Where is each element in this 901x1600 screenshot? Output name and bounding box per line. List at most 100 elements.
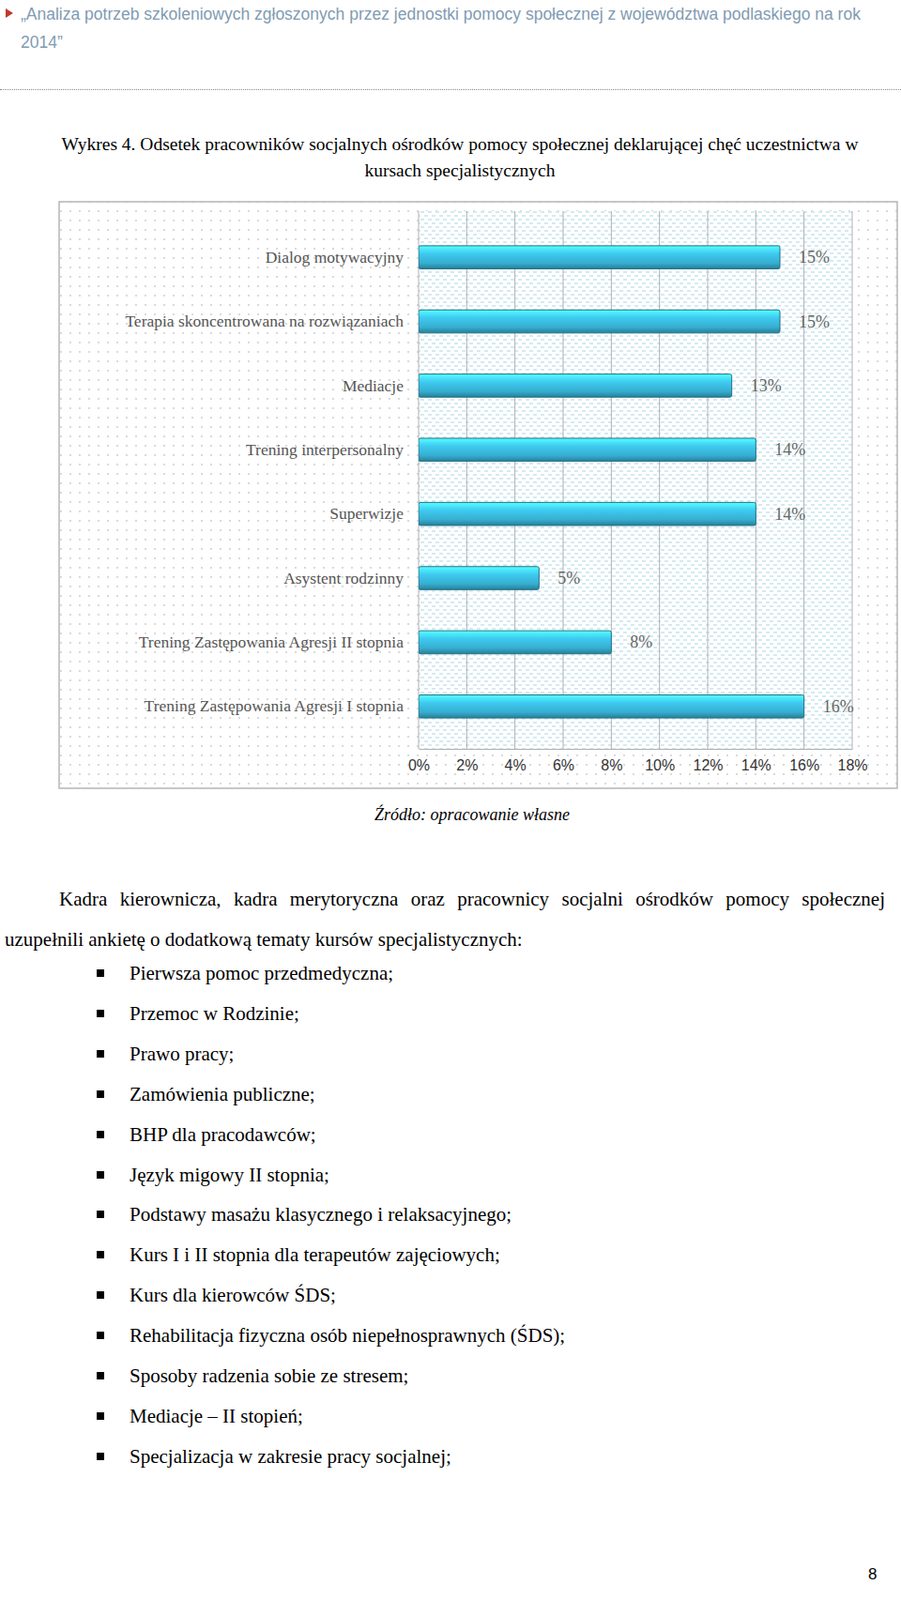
bar bbox=[418, 630, 611, 655]
bullet-marker bbox=[96, 1251, 105, 1259]
bullet-item: Pierwsza pomoc przedmedyczna; bbox=[129, 961, 394, 986]
bullet-marker bbox=[96, 969, 105, 978]
bullet-marker bbox=[96, 1090, 105, 1099]
grid-line bbox=[563, 211, 565, 749]
x-tick-label: 12% bbox=[692, 757, 723, 774]
y-tick: Asystent rodzinny bbox=[283, 568, 419, 588]
page-number: 8 bbox=[868, 1565, 877, 1585]
category-label: Superwizje bbox=[329, 503, 404, 523]
y-axis: Dialog motywacyjny Terapia skoncentrowana… bbox=[124, 226, 419, 740]
x-tick-label: 16% bbox=[789, 757, 820, 774]
bullet-item: Kurs dla kierowców ŚDS; bbox=[129, 1282, 336, 1308]
y-axis-line bbox=[418, 226, 420, 740]
x-tick: 10% bbox=[644, 748, 675, 774]
grid-line bbox=[466, 211, 468, 749]
bar bbox=[418, 309, 780, 334]
header-rule bbox=[0, 89, 901, 91]
bar bbox=[418, 502, 756, 526]
category-label: Trening Zastępowania Agresji I stopnia bbox=[144, 696, 405, 716]
grid-line bbox=[418, 211, 420, 749]
chart-frame bbox=[59, 201, 898, 789]
data-label: 14% bbox=[774, 440, 806, 459]
source: Źródło: opracowanie własne bbox=[0, 805, 901, 825]
bullet-marker bbox=[96, 1291, 105, 1299]
x-tick: 12% bbox=[692, 748, 723, 774]
grid-line bbox=[803, 211, 805, 749]
bars bbox=[418, 245, 805, 718]
data-label: 15% bbox=[798, 247, 830, 267]
bullet-item: Mediacje – II stopień; bbox=[129, 1404, 304, 1429]
y-tick: Terapia skoncentrowana na rozwiązaniach bbox=[124, 311, 419, 331]
bullet-item: Przemoc w Rodzinie; bbox=[129, 1001, 300, 1026]
bar bbox=[418, 695, 805, 719]
y-tick: Trening interpersonalny bbox=[245, 440, 419, 459]
header: „Analiza potrzeb szkoleniowych zgłoszony… bbox=[20, 0, 885, 57]
data-label: 5% bbox=[557, 568, 581, 588]
data-label: 16% bbox=[823, 697, 855, 717]
grid-line bbox=[514, 211, 516, 749]
y-tick: Superwizje bbox=[329, 503, 419, 523]
plot-area bbox=[418, 211, 853, 749]
paragraph: Kadra kierownicza, kadra merytoryczna or… bbox=[4, 879, 886, 961]
category-label: Trening interpersonalny bbox=[245, 440, 404, 459]
grid-line bbox=[707, 211, 709, 749]
bullet-marker bbox=[96, 1130, 105, 1139]
page: „Analiza potrzeb szkoleniowych zgłoszony… bbox=[0, 0, 901, 1600]
bar bbox=[418, 245, 780, 270]
bullet-item: Rehabilitacja fizyczna osób niepełnospra… bbox=[129, 1323, 566, 1348]
y-tick: Mediacje bbox=[342, 376, 419, 396]
bullet-item: Podstawy masażu klasycznego i relaksacyj… bbox=[129, 1202, 512, 1227]
bullet-item: Zamówienia publiczne; bbox=[129, 1082, 316, 1107]
data-labels: 15%15%13%14%14%5%8%16% bbox=[557, 247, 854, 717]
x-tick: 0% bbox=[408, 748, 430, 774]
bullet-marker bbox=[96, 1412, 105, 1421]
x-tick-label: 0% bbox=[408, 757, 430, 774]
bullet-marker bbox=[96, 1372, 105, 1380]
header-marker bbox=[3, 6, 16, 20]
x-tick-label: 4% bbox=[504, 757, 527, 774]
bullet-marker bbox=[96, 1171, 105, 1179]
grid-line bbox=[610, 211, 612, 749]
bullet-marker bbox=[96, 1452, 105, 1461]
data-label: 14% bbox=[774, 504, 806, 524]
bullet-marker bbox=[96, 1009, 105, 1018]
chart-title: Wykres 4. Odsetek pracowników socjalnych… bbox=[37, 131, 883, 184]
x-tick: 6% bbox=[552, 748, 575, 774]
bar bbox=[418, 374, 733, 398]
x-tick: 4% bbox=[504, 748, 527, 774]
x-tick: 14% bbox=[741, 748, 772, 774]
chart: 0% 2% 4% 6% 8% 10% 12% 14% 16% 18% Dialog motywacy… bbox=[0, 0, 901, 798]
bullet-item: Język migowy II stopnia; bbox=[129, 1162, 330, 1188]
x-tick-label: 6% bbox=[552, 757, 575, 774]
data-label: 13% bbox=[750, 376, 782, 396]
x-tick: 18% bbox=[837, 748, 868, 774]
category-label: Terapia skoncentrowana na rozwiązaniach bbox=[124, 311, 404, 331]
bar bbox=[418, 566, 539, 591]
x-tick-label: 10% bbox=[644, 757, 675, 774]
data-label: 8% bbox=[629, 632, 653, 652]
bar bbox=[418, 438, 756, 462]
header-marker-shape bbox=[5, 8, 14, 18]
grid-line bbox=[852, 211, 854, 749]
x-axis: 0% 2% 4% 6% 8% 10% 12% 14% 16% 18% bbox=[408, 748, 869, 774]
x-tick: 16% bbox=[789, 748, 820, 774]
y-tick: Trening Zastępowania Agresji II stopnia bbox=[138, 632, 419, 652]
bullet-item: Kurs I i II stopnia dla terapeutów zajęc… bbox=[129, 1242, 501, 1268]
bullet-item: Prawo pracy; bbox=[129, 1041, 234, 1067]
category-label: Trening Zastępowania Agresji II stopnia bbox=[138, 632, 404, 652]
category-label: Mediacje bbox=[342, 376, 404, 396]
bullet-item: Specjalizacja w zakresie pracy socjalnej… bbox=[129, 1444, 452, 1469]
y-tick: Dialog motywacyjny bbox=[265, 247, 419, 267]
x-tick-label: 2% bbox=[456, 757, 478, 774]
grid-line bbox=[658, 211, 660, 749]
bullet-marker bbox=[96, 1050, 105, 1058]
category-label: Asystent rodzinny bbox=[283, 568, 404, 588]
bullet-marker bbox=[96, 1210, 105, 1219]
x-tick: 2% bbox=[456, 748, 478, 774]
x-tick-label: 8% bbox=[600, 757, 623, 774]
category-label: Dialog motywacyjny bbox=[265, 247, 405, 267]
y-tick: Trening Zastępowania Agresji I stopnia bbox=[144, 696, 419, 716]
x-tick-label: 14% bbox=[741, 757, 772, 774]
bullet-marker bbox=[96, 1331, 105, 1340]
bullet-item: BHP dla pracodawców; bbox=[129, 1122, 317, 1147]
